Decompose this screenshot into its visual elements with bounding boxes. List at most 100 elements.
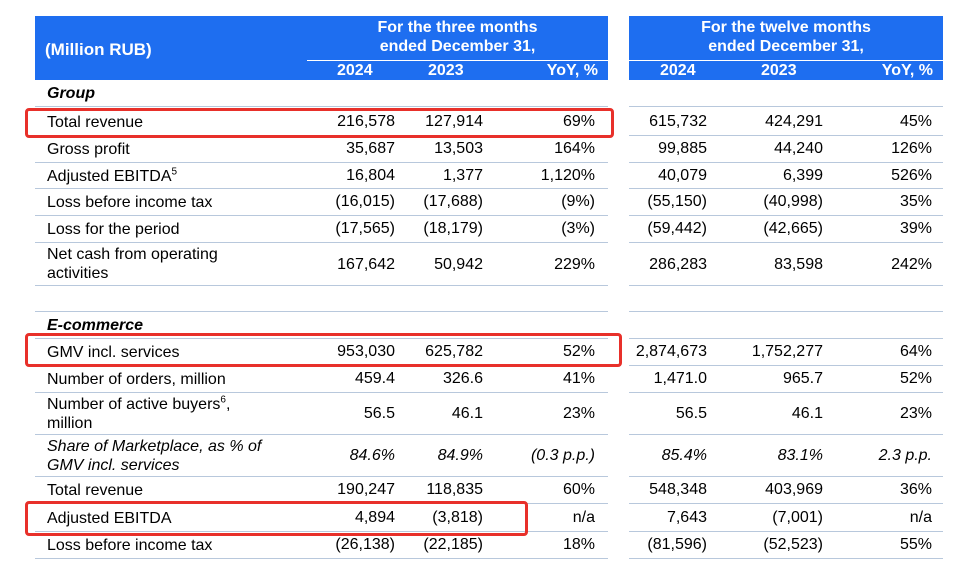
row-divider <box>35 434 608 435</box>
cell-yyoy: n/a <box>909 509 932 526</box>
cell-q2024: (16,015) <box>335 193 395 210</box>
cell-q2023: (22,185) <box>423 536 483 553</box>
row-divider <box>629 434 943 435</box>
three-month-title-line1: For the three months <box>377 19 538 36</box>
col-header-yyoy: YoY, % <box>881 62 933 79</box>
cell-qyoy: 18% <box>562 536 595 553</box>
cell-qyoy: 1,120% <box>540 167 595 184</box>
highlight-box-ecom-adjusted-ebitda <box>25 501 528 536</box>
cell-y2023: (52,523) <box>763 536 823 553</box>
row-label: Number of active buyers6, million <box>47 395 307 433</box>
row-label-line2: million <box>47 415 93 432</box>
row-divider <box>629 242 943 243</box>
row-divider <box>629 558 943 559</box>
unit-header-cell: (Million RUB) <box>35 16 307 80</box>
cell-yyoy: 45% <box>899 113 932 130</box>
row-divider <box>629 365 943 366</box>
row-divider <box>629 476 943 477</box>
cell-yyoy: 36% <box>899 481 932 498</box>
col-header-y2023: 2023 <box>761 62 797 79</box>
row-label: Adjusted EBITDA5 <box>47 167 307 186</box>
row-divider <box>629 392 943 393</box>
row-divider <box>629 311 943 312</box>
cell-yyoy: 526% <box>891 167 932 184</box>
cell-y2024: 615,732 <box>649 113 707 130</box>
cell-yyoy: 39% <box>899 220 932 237</box>
row-label: Loss for the period <box>47 221 180 238</box>
cell-y2023: (7,001) <box>772 509 823 526</box>
row-divider <box>35 215 608 216</box>
cell-q2024: (17,565) <box>335 220 395 237</box>
cell-y2024: 40,079 <box>658 167 707 184</box>
row-label: Loss before income tax <box>47 537 213 554</box>
cell-q2023: (18,179) <box>423 220 483 237</box>
row-label-line1: Net cash from operating <box>47 246 218 263</box>
row-divider <box>629 503 943 504</box>
cell-q2024: 167,642 <box>337 256 395 273</box>
cell-yyoy: 35% <box>899 193 932 210</box>
twelve-month-title: For the twelve months ended December 31, <box>629 18 943 56</box>
col-header-q2023: 2023 <box>428 62 464 79</box>
cell-y2024: 548,348 <box>649 481 707 498</box>
footnote-marker: 5 <box>171 166 178 178</box>
twelve-month-header: For the twelve months ended December 31,… <box>629 16 943 80</box>
cell-y2023: (42,665) <box>763 220 823 237</box>
cell-y2024: 56.5 <box>675 405 707 422</box>
cell-y2023: 1,752,277 <box>751 343 823 360</box>
cell-qyoy: (3%) <box>561 220 595 237</box>
row-divider <box>629 188 943 189</box>
cell-y2023: 965.7 <box>782 370 823 387</box>
row-label-line1: Number of active buyers <box>47 396 221 413</box>
cell-qyoy: 60% <box>562 481 595 498</box>
cell-q2024: (26,138) <box>335 536 395 553</box>
row-divider <box>629 215 943 216</box>
cell-yyoy: 23% <box>899 405 932 422</box>
row-divider <box>629 106 943 107</box>
cell-y2024: 99,885 <box>658 140 707 157</box>
cell-yyoy: 126% <box>891 140 932 157</box>
cell-q2024: 459.4 <box>354 370 395 387</box>
twelve-month-title-line1: For the twelve months <box>701 19 871 36</box>
footnote-marker: 6 <box>220 394 226 406</box>
cell-q2023: 625,782 <box>425 343 483 360</box>
cell-qyoy: 69% <box>562 113 595 130</box>
cell-q2023: 46.1 <box>451 405 483 422</box>
row-divider <box>35 476 608 477</box>
row-divider <box>35 188 608 189</box>
cell-q2023: 13,503 <box>434 140 483 157</box>
cell-y2023: 44,240 <box>774 140 823 157</box>
row-divider <box>629 338 943 339</box>
row-label: GMV incl. services <box>47 344 180 361</box>
row-label: Net cash from operating activities <box>47 245 307 283</box>
cell-y2024: (81,596) <box>647 536 707 553</box>
three-month-title-line2: ended December 31, <box>379 38 536 55</box>
cell-y2024: 2,874,673 <box>635 343 707 360</box>
row-label-line2: GMV incl. services <box>47 457 180 474</box>
row-label: Share of Marketplace, as % of GMV incl. … <box>47 437 307 475</box>
cell-q2023: 1,377 <box>442 167 483 184</box>
section-title-group: Group <box>47 85 95 102</box>
row-label-line2: activities <box>47 265 109 282</box>
row-label-text: Adjusted EBITDA <box>47 168 172 185</box>
cell-yyoy: 64% <box>899 343 932 360</box>
cell-y2023: (40,998) <box>763 193 823 210</box>
cell-y2023: 83,598 <box>774 256 823 273</box>
cell-y2023: 46.1 <box>791 405 823 422</box>
unit-label: (Million RUB) <box>45 40 152 59</box>
row-divider <box>35 242 608 243</box>
three-month-year-row: 2024 2023 YoY, % <box>307 60 608 81</box>
row-divider <box>629 135 943 136</box>
cell-yyoy: 2.3 p.p. <box>878 447 932 464</box>
cell-qyoy: (0.3 p.p.) <box>530 447 595 464</box>
cell-q2023: (3,818) <box>432 509 483 526</box>
row-label: Total revenue <box>47 114 144 131</box>
row-label-suffix: , <box>225 396 231 413</box>
col-header-qyoy: YoY, % <box>546 62 598 79</box>
cell-y2024: 286,283 <box>649 256 707 273</box>
twelve-month-title-line2: ended December 31, <box>708 38 864 55</box>
col-header-q2024: 2024 <box>337 62 373 79</box>
row-label: Loss before income tax <box>47 194 213 211</box>
col-header-y2024: 2024 <box>660 62 696 79</box>
cell-y2023: 83.1% <box>777 447 823 464</box>
row-divider <box>629 531 943 532</box>
